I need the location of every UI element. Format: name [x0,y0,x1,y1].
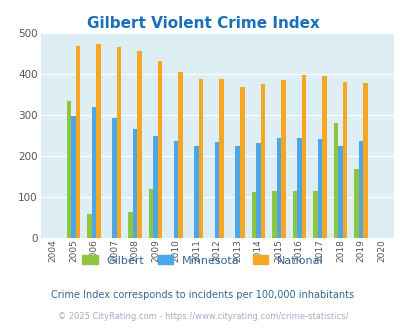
Bar [251,192,256,238]
Bar [132,129,137,238]
Bar [337,146,342,238]
Bar [219,79,224,238]
Bar [235,146,239,238]
Bar [214,142,219,238]
Bar [149,189,153,238]
Bar [276,138,280,238]
Text: © 2025 CityRating.com - https://www.cityrating.com/crime-statistics/: © 2025 CityRating.com - https://www.city… [58,312,347,321]
Bar [137,51,141,238]
Bar [66,101,71,238]
Bar [342,82,346,238]
Text: Gilbert Violent Crime Index: Gilbert Violent Crime Index [86,16,319,31]
Bar [280,81,285,238]
Bar [71,115,75,238]
Bar [333,123,337,238]
Bar [317,139,321,238]
Bar [153,136,158,238]
Bar [362,82,367,238]
Bar [92,108,96,238]
Bar [128,212,132,238]
Bar [301,75,305,238]
Bar [321,76,326,238]
Legend: Gilbert, Minnesota, National: Gilbert, Minnesota, National [77,251,328,270]
Bar [158,61,162,238]
Bar [96,44,100,238]
Bar [87,214,92,238]
Text: Crime Index corresponds to incidents per 100,000 inhabitants: Crime Index corresponds to incidents per… [51,290,354,300]
Bar [178,72,183,238]
Bar [194,146,198,238]
Bar [256,143,260,238]
Bar [198,79,203,238]
Bar [260,84,264,238]
Bar [312,190,317,238]
Bar [353,169,358,238]
Bar [239,87,244,238]
Bar [112,118,117,238]
Bar [173,141,178,238]
Bar [271,190,276,238]
Bar [358,141,362,238]
Bar [296,138,301,238]
Bar [75,46,80,238]
Bar [117,47,121,238]
Bar [292,190,296,238]
